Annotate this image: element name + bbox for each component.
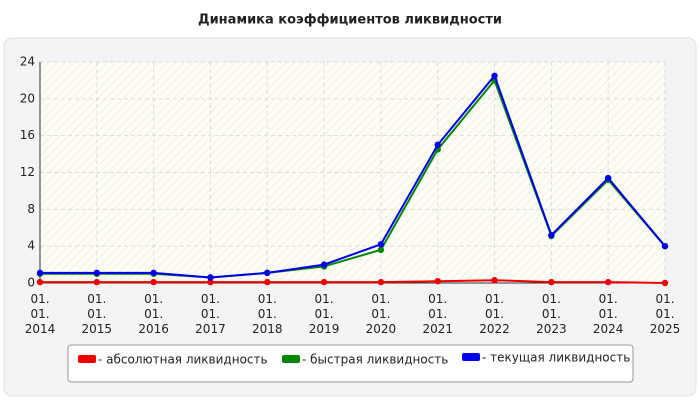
legend (67, 344, 634, 383)
data-point (264, 278, 271, 286)
data-point (93, 269, 101, 277)
y-tick-label: 16 (20, 128, 35, 142)
y-tick-label: 0 (27, 276, 35, 290)
data-point (377, 278, 385, 286)
data-point (548, 231, 555, 239)
legend-label: - быстрая ликвидность (302, 353, 448, 367)
chart-title: Динамика коэффициентов ликвидности (198, 13, 502, 28)
data-point (150, 269, 157, 277)
y-tick-label: 20 (20, 91, 35, 105)
y-tick-label: 4 (27, 239, 35, 253)
data-point (661, 242, 669, 250)
x-tick-label: 01. 01. 2022 (479, 292, 510, 336)
data-point (93, 278, 101, 286)
x-tick-label: 01. 01. 2024 (592, 292, 624, 336)
x-tick-label: 01. 01. 2019 (308, 292, 340, 336)
x-tick-label: 01. 01. 2021 (422, 292, 453, 336)
data-point (604, 174, 612, 182)
legend-swatch (78, 355, 96, 363)
data-point (207, 274, 214, 281)
legend-label: - абсолютная ликвидность (98, 353, 268, 367)
y-tick-label: 8 (27, 202, 35, 216)
y-tick-label: 12 (20, 165, 35, 179)
data-point (207, 278, 214, 286)
x-tick-label: 01. 01. 2020 (365, 292, 397, 336)
x-tick-label: 01. 01. 2016 (138, 292, 169, 336)
data-point (377, 241, 385, 248)
data-point (150, 278, 157, 286)
legend-label: - текущая ликвидность (482, 351, 630, 365)
series-line (40, 279, 666, 284)
x-tick-label: 01. 01. 2018 (251, 292, 283, 336)
x-tick-label: 01. 01. 2025 (649, 292, 681, 336)
data-point (434, 141, 441, 149)
data-point (491, 72, 498, 80)
data-point (548, 278, 555, 286)
legend-swatch (462, 353, 480, 361)
data-point (36, 278, 44, 286)
data-point (434, 277, 441, 285)
data-point (491, 277, 498, 284)
data-point (320, 278, 328, 286)
data-point (264, 269, 271, 277)
y-tick-label: 24 (20, 55, 35, 69)
series-line (40, 73, 666, 279)
x-tick-label: 01. 01. 2015 (81, 292, 113, 336)
data-point (661, 279, 669, 287)
x-tick-label: 01. 01. 2023 (536, 292, 567, 336)
data-point (377, 246, 385, 254)
legend-swatch (282, 355, 300, 363)
data-point (604, 278, 612, 286)
x-tick-label: 01. 01. 2017 (195, 292, 226, 336)
data-point (320, 261, 328, 268)
x-tick-label: 01. 01. 2014 (24, 292, 56, 336)
data-point (36, 269, 44, 277)
